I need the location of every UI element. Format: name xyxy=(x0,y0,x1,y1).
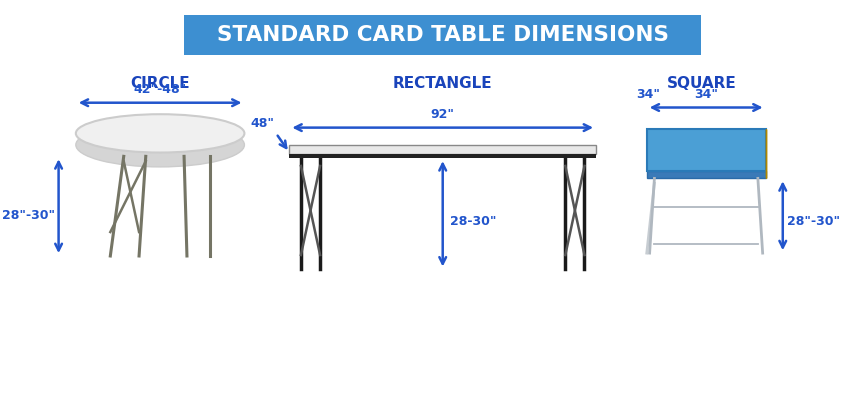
Ellipse shape xyxy=(76,123,245,167)
Text: STANDARD CARD TABLE DIMENSIONS: STANDARD CARD TABLE DIMENSIONS xyxy=(217,25,669,45)
Text: SQUARE: SQUARE xyxy=(666,76,736,91)
Polygon shape xyxy=(647,129,766,171)
Bar xyxy=(184,15,701,55)
Text: 34": 34" xyxy=(637,88,660,101)
Bar xyxy=(290,155,596,158)
Ellipse shape xyxy=(76,114,245,152)
Text: 28"-30": 28"-30" xyxy=(2,209,54,222)
Text: CIRCLE: CIRCLE xyxy=(130,76,190,91)
Text: 28"-30": 28"-30" xyxy=(786,215,840,228)
Bar xyxy=(290,145,596,155)
Text: 34": 34" xyxy=(694,88,718,101)
Text: 28-30": 28-30" xyxy=(450,215,497,228)
Text: 92": 92" xyxy=(431,108,455,121)
Text: 42"-48": 42"-48" xyxy=(133,83,187,96)
Text: 48": 48" xyxy=(250,116,274,129)
Polygon shape xyxy=(647,171,766,178)
Text: RECTANGLE: RECTANGLE xyxy=(393,76,492,91)
